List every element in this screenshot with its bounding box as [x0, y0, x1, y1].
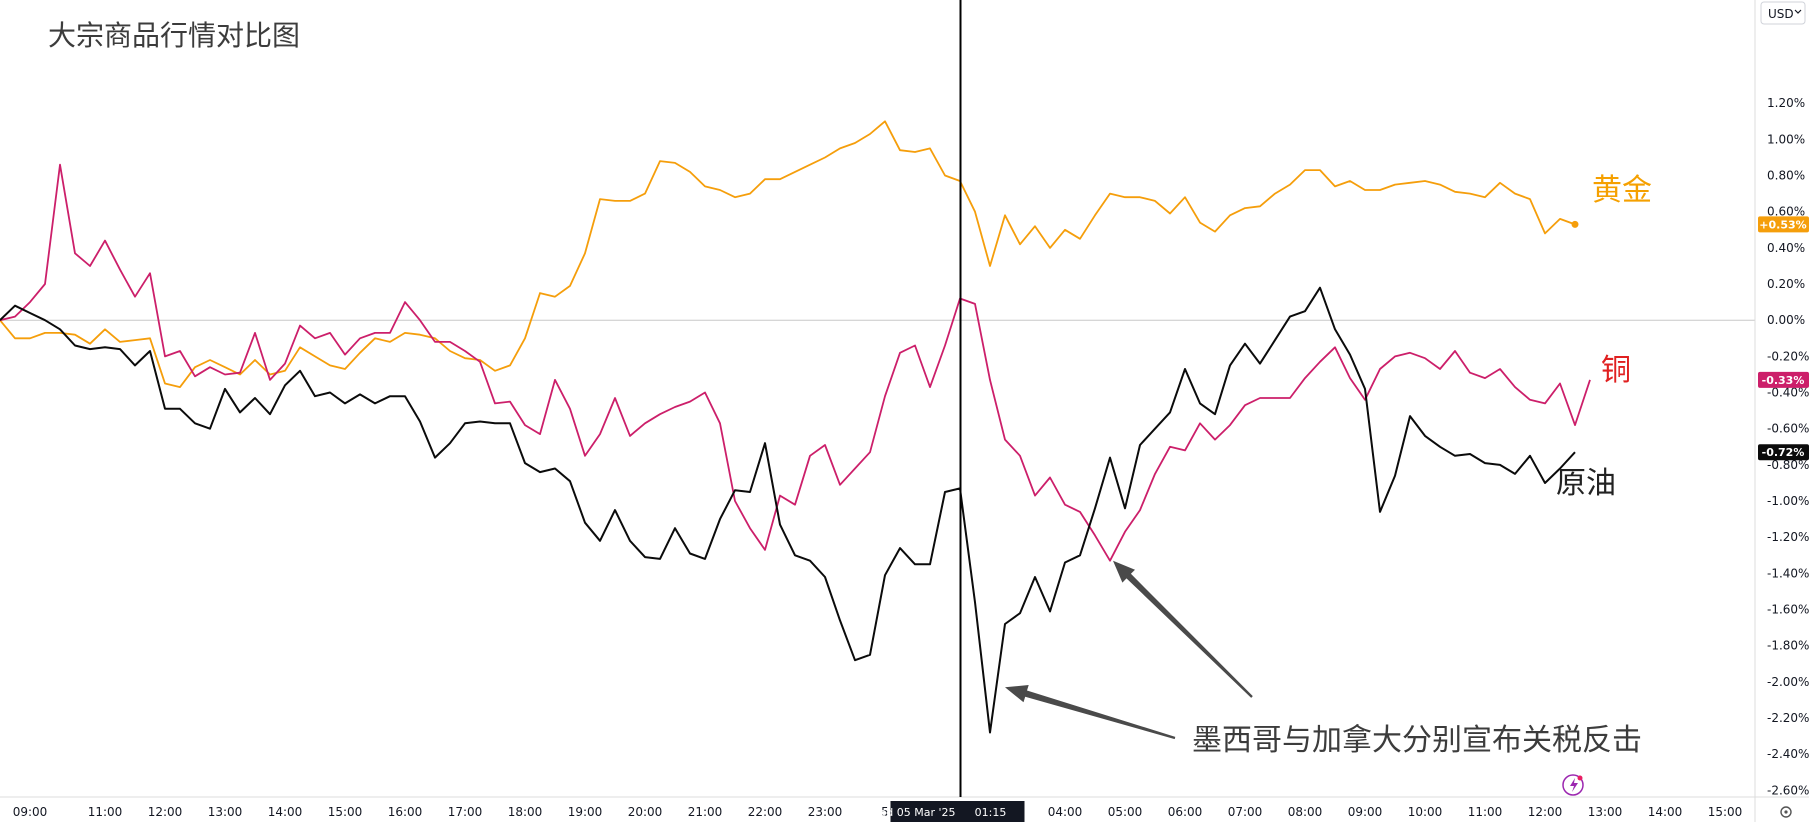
- crosshair-badge: [890, 801, 1025, 822]
- x-tick-label: 15:00: [328, 805, 363, 819]
- x-tick-label: 15:00: [1708, 805, 1743, 819]
- x-tick-label: 06:00: [1168, 805, 1203, 819]
- x-tick-label: 5: [881, 805, 889, 819]
- x-tick-label: 18:00: [508, 805, 543, 819]
- currency-label[interactable]: USD: [1768, 7, 1794, 21]
- y-tick-label: -1.60%: [1767, 603, 1809, 617]
- x-tick-label: 11:00: [88, 805, 123, 819]
- x-tick-label: 10:00: [1408, 805, 1443, 819]
- x-tick-label: 09:00: [13, 805, 48, 819]
- x-tick-label: 13:00: [208, 805, 243, 819]
- gear-icon: [1780, 806, 1792, 818]
- y-tick-label: -0.40%: [1767, 386, 1809, 400]
- y-tick-label: 0.40%: [1767, 241, 1805, 255]
- x-tick-label: 19:00: [568, 805, 603, 819]
- y-tick-label: 0.80%: [1767, 169, 1805, 183]
- series-name-label: 黄金: [1592, 173, 1652, 208]
- series-line-oil[interactable]: [0, 286, 1576, 734]
- last-value-badge: [1758, 216, 1809, 233]
- y-tick-label: -2.60%: [1767, 783, 1809, 797]
- series-line-copper[interactable]: [0, 163, 1591, 562]
- y-tick-label: -0.60%: [1767, 422, 1809, 436]
- x-tick-label: 21:00: [688, 805, 723, 819]
- y-tick-label: -1.40%: [1767, 566, 1809, 580]
- y-tick-label: -1.80%: [1767, 639, 1809, 653]
- x-tick-label: 05:00: [1108, 805, 1143, 819]
- x-tick-label: 16:00: [388, 805, 423, 819]
- chart-title: 大宗商品行情对比图: [48, 19, 300, 52]
- x-tick-label: 13:00: [1588, 805, 1623, 819]
- series-layer: [0, 120, 1591, 734]
- y-tick-label: -2.20%: [1767, 711, 1809, 725]
- x-tick-label: 09:00: [1348, 805, 1383, 819]
- y-tick-label: 0.60%: [1767, 205, 1805, 219]
- last-value-label: +0.53%: [1759, 218, 1806, 231]
- series-line-gold[interactable]: [0, 120, 1576, 389]
- y-tick-label: 1.00%: [1767, 132, 1805, 146]
- y-tick-label: -0.20%: [1767, 349, 1809, 363]
- x-tick-label: 17:00: [448, 805, 483, 819]
- crosshair-date-label: Wed 05 Mar '25: [869, 806, 955, 819]
- x-tick-label: 12:00: [148, 805, 183, 819]
- lightning-icon: [1570, 778, 1578, 792]
- last-value-label: -0.72%: [1762, 446, 1805, 459]
- y-tick-label: -1.20%: [1767, 530, 1809, 544]
- x-tick-label: 08:00: [1288, 805, 1323, 819]
- y-tick-label: -2.00%: [1767, 675, 1809, 689]
- y-tick-label: -0.80%: [1767, 458, 1809, 472]
- notification-dot: [1577, 775, 1583, 781]
- series-name-label: 铜: [1601, 353, 1631, 388]
- y-tick-label: -1.00%: [1767, 494, 1809, 508]
- x-tick-label: 12:00: [1528, 805, 1563, 819]
- y-tick-label: -2.40%: [1767, 747, 1809, 761]
- gear-icon-center: [1784, 810, 1788, 814]
- x-tick-label: 23:00: [808, 805, 843, 819]
- gold-end-dot: [1571, 220, 1579, 228]
- y-tick-label: 1.20%: [1767, 96, 1805, 110]
- annotation-text: 墨西哥与加拿大分别宣布关税反击: [1192, 723, 1642, 758]
- x-tick-label: 22:00: [748, 805, 783, 819]
- last-value-badge: [1758, 444, 1809, 461]
- chevron-down-icon: [1794, 9, 1802, 14]
- y-tick-label: 0.20%: [1767, 277, 1805, 291]
- currency-box: [1760, 1, 1806, 25]
- x-tick-label: 04:00: [1048, 805, 1083, 819]
- series-name-label: 原油: [1556, 466, 1616, 501]
- y-tick-label: 0.00%: [1767, 313, 1805, 327]
- x-tick-label: 20:00: [628, 805, 663, 819]
- last-value-badge: [1758, 371, 1809, 388]
- annotation-arrow: [1113, 560, 1253, 698]
- x-tick-label: 11:00: [1468, 805, 1503, 819]
- last-value-label: -0.33%: [1762, 374, 1805, 387]
- x-tick-label: 07:00: [1228, 805, 1263, 819]
- crosshair-time-label: 01:15: [975, 806, 1007, 819]
- alert-icon: [1562, 774, 1584, 796]
- x-tick-label: 14:00: [1648, 805, 1683, 819]
- annotation-arrow: [1005, 685, 1176, 740]
- x-tick-label: 14:00: [268, 805, 303, 819]
